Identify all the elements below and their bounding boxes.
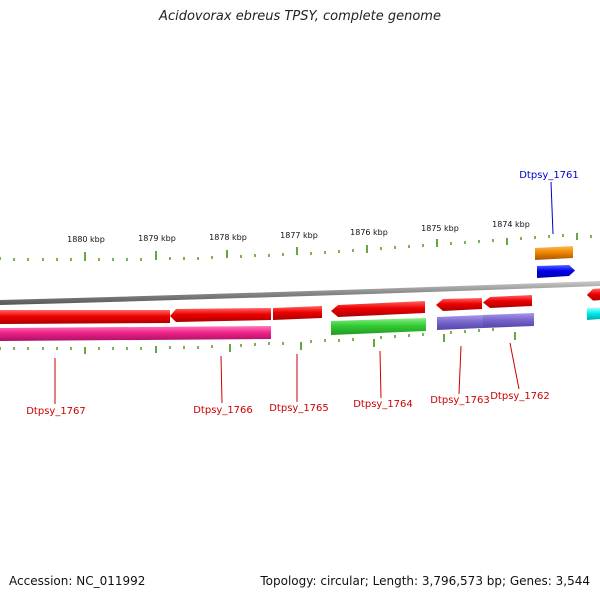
leader-line-1764 xyxy=(379,350,382,399)
kbp-label: 1874 kbp xyxy=(492,220,530,229)
kbp-label: 1878 kbp xyxy=(209,233,247,242)
leader-line-1762 xyxy=(509,342,520,390)
kbp-label-group: 1880 kbp 1879 kbp 1878 kbp 1877 kbp 1876… xyxy=(67,220,530,244)
label-leader-lines xyxy=(54,181,554,404)
kbp-label: 1879 kbp xyxy=(138,234,176,243)
inner-tick-major xyxy=(84,332,516,354)
gene-label-1764[interactable]: Dtpsy_1764 xyxy=(353,399,413,410)
genome-backbone xyxy=(0,281,600,305)
kbp-label: 1876 kbp xyxy=(350,228,388,237)
gene-label-1766[interactable]: Dtpsy_1766 xyxy=(193,405,253,416)
feature-bar-purple[interactable] xyxy=(483,313,534,328)
kbp-label: 1877 kbp xyxy=(280,231,318,240)
gene-arrow-blue[interactable] xyxy=(537,265,575,278)
reverse-strand-genes-row1 xyxy=(0,288,600,324)
feature-bar-green[interactable] xyxy=(331,318,426,335)
gene-arrow-red-1762[interactable] xyxy=(483,295,532,308)
outer-tick-major xyxy=(84,233,578,261)
accession-text: Accession: NC_011992 xyxy=(9,574,146,588)
inner-tick-ring xyxy=(0,328,516,354)
feature-bar-magenta[interactable] xyxy=(0,326,271,341)
gene-arrow-red-right[interactable] xyxy=(587,288,600,301)
gene-arrow-red-1764[interactable] xyxy=(331,301,425,317)
gene-arrow-orange[interactable] xyxy=(535,246,573,260)
outer-tick-minor xyxy=(0,234,592,261)
inner-tick-minor xyxy=(0,328,494,350)
genome-stats-text: Topology: circular; Length: 3,796,573 bp… xyxy=(260,574,590,588)
kbp-label: 1880 kbp xyxy=(67,235,105,244)
feature-bar-cyan[interactable] xyxy=(587,307,600,321)
genome-title: Acidovorax ebreus TPSY, complete genome xyxy=(159,9,441,24)
gene-label-1767[interactable]: Dtpsy_1767 xyxy=(26,406,86,417)
outer-tick-ring xyxy=(0,233,592,261)
reverse-strand-genes-row2 xyxy=(0,307,600,341)
gene-arrow-red-1766[interactable] xyxy=(170,308,271,322)
leader-line-1766 xyxy=(220,355,223,404)
kbp-label: 1875 kbp xyxy=(421,224,459,233)
gene-arrow-red-1763[interactable] xyxy=(436,298,482,311)
gene-arrow-red-1767[interactable] xyxy=(0,310,170,324)
feature-bar-purple[interactable] xyxy=(437,315,483,330)
gene-arrow-red-1765[interactable] xyxy=(273,306,322,320)
gene-label-1763[interactable]: Dtpsy_1763 xyxy=(430,395,490,406)
gene-label-1762[interactable]: Dtpsy_1762 xyxy=(490,391,550,402)
gene-label-1765[interactable]: Dtpsy_1765 xyxy=(269,403,329,414)
gene-label-1761[interactable]: Dtpsy_1761 xyxy=(519,170,579,181)
leader-line-1761 xyxy=(550,181,554,235)
leader-line-1763 xyxy=(458,345,462,395)
gene-label-group: Dtpsy_1761 Dtpsy_1762 Dtpsy_1763 Dtpsy_1… xyxy=(26,170,579,417)
